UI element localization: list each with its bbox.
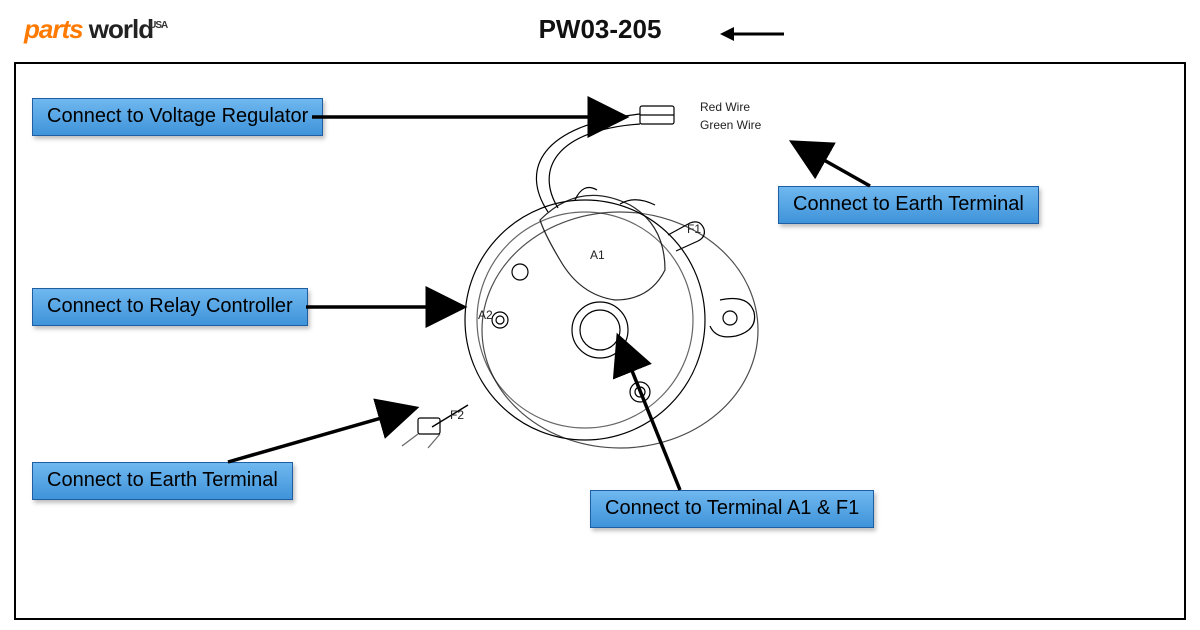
- arrows-layer: [0, 0, 1200, 630]
- arrow-terminal-a1-f1: [618, 336, 680, 490]
- arrow-earth-right: [792, 142, 870, 186]
- arrow-earth-left: [228, 408, 416, 462]
